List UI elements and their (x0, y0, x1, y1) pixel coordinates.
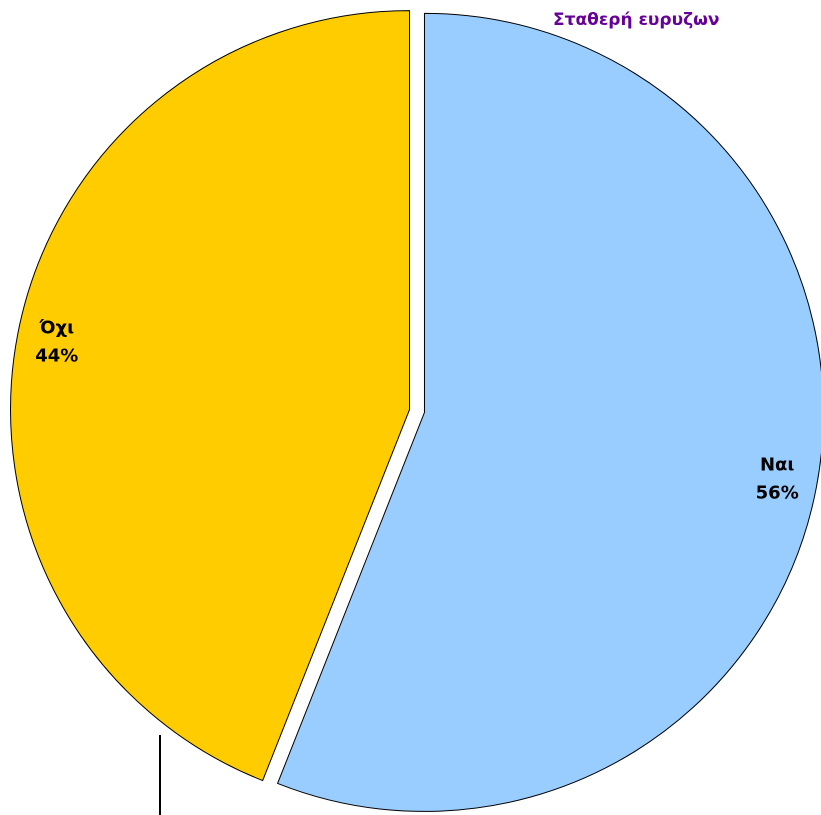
slice-value: 44% (35, 345, 78, 366)
chart-title: Σταθερή ευρυζων (553, 10, 719, 30)
slice-label: Όχι (38, 317, 74, 338)
slice-label: Ναι (760, 455, 794, 476)
slice-value: 56% (756, 483, 799, 504)
pie-slice (10, 10, 411, 782)
pie-slice (276, 12, 821, 812)
